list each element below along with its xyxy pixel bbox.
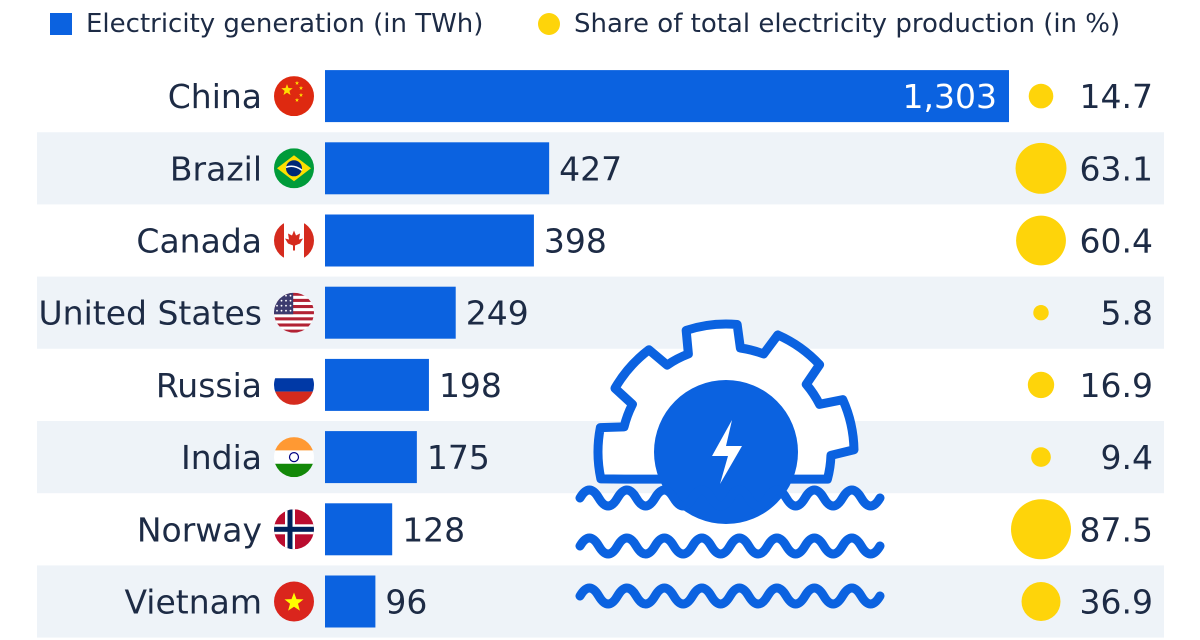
share-value-label: 9.4 — [1101, 438, 1153, 477]
chart-row: United States 249 5.8 — [37, 276, 1164, 349]
country-label: Brazil — [170, 149, 262, 188]
generation-bar — [325, 214, 534, 267]
generation-value-label: 249 — [466, 294, 529, 333]
country-label: United States — [39, 294, 262, 333]
share-value-label: 36.9 — [1080, 583, 1153, 622]
hydropower-turbine-icon — [575, 319, 885, 609]
share-value-label: 63.1 — [1080, 149, 1153, 188]
row-stripe — [37, 132, 1164, 205]
brazil-flag-icon — [274, 148, 314, 189]
share-dot — [1015, 142, 1067, 194]
vietnam-flag-icon — [274, 581, 314, 622]
share-value-label: 60.4 — [1080, 222, 1153, 261]
generation-value-label: 96 — [385, 583, 427, 622]
share-value-label: 16.9 — [1080, 366, 1153, 405]
share-dot — [1016, 215, 1066, 266]
chart-row: China 1,303 14.7 — [168, 70, 1153, 123]
generation-value-label: 198 — [439, 366, 502, 405]
share-dot — [1028, 83, 1054, 109]
country-label: India — [181, 438, 262, 477]
legend-generation-label: Electricity generation (in TWh) — [86, 9, 484, 39]
country-label: Norway — [137, 510, 262, 549]
country-label: Canada — [136, 222, 262, 261]
russia-flag-icon — [274, 364, 314, 405]
usa-flag-icon — [274, 292, 314, 333]
legend-dot-icon — [538, 13, 560, 35]
chart-row: Canada 398 60.4 — [136, 214, 1153, 267]
generation-value-label: 398 — [544, 222, 607, 261]
share-dot — [1033, 304, 1049, 321]
share-dot — [1027, 371, 1055, 399]
china-flag-icon — [274, 76, 314, 117]
generation-bar — [325, 575, 376, 628]
generation-value-label: 1,303 — [903, 77, 997, 116]
canada-flag-icon — [274, 220, 314, 261]
lightning-bolt-icon — [712, 420, 742, 484]
row-stripe — [37, 276, 1164, 349]
country-label: Vietnam — [124, 583, 262, 622]
water-wave-line — [575, 485, 885, 511]
share-dot — [1021, 582, 1061, 621]
chart-row: Norway 128 87.5 — [137, 499, 1153, 560]
generation-bar — [325, 70, 1009, 123]
norway-flag-icon — [274, 509, 314, 550]
generation-value-label: 128 — [402, 510, 465, 549]
generation-bar — [325, 286, 456, 339]
legend-square-icon — [50, 13, 72, 35]
water-wave-line — [575, 583, 885, 609]
generation-value-label: 427 — [559, 149, 622, 188]
share-dot — [1031, 447, 1051, 467]
country-label: China — [168, 77, 262, 116]
share-value-label: 87.5 — [1080, 510, 1153, 549]
chart-row: Russia 198 16.9 — [156, 358, 1153, 411]
legend: Electricity generation (in TWh) Share of… — [50, 4, 1190, 44]
generation-bar — [325, 358, 429, 411]
india-flag-icon — [274, 437, 314, 478]
share-value-label: 14.7 — [1080, 77, 1153, 116]
legend-item-share: Share of total electricity production (i… — [538, 4, 1120, 44]
share-dot — [1011, 499, 1071, 560]
generation-bar — [325, 142, 550, 195]
generation-bar — [325, 431, 417, 484]
legend-item-generation: Electricity generation (in TWh) — [50, 4, 483, 44]
country-label: Russia — [156, 366, 262, 405]
legend-share-label: Share of total electricity production (i… — [574, 9, 1121, 39]
generation-value-label: 175 — [427, 438, 490, 477]
chart-row: Brazil 427 63.1 — [37, 132, 1164, 205]
share-value-label: 5.8 — [1101, 294, 1153, 333]
water-wave-line — [575, 533, 885, 559]
generation-bar — [325, 503, 393, 556]
